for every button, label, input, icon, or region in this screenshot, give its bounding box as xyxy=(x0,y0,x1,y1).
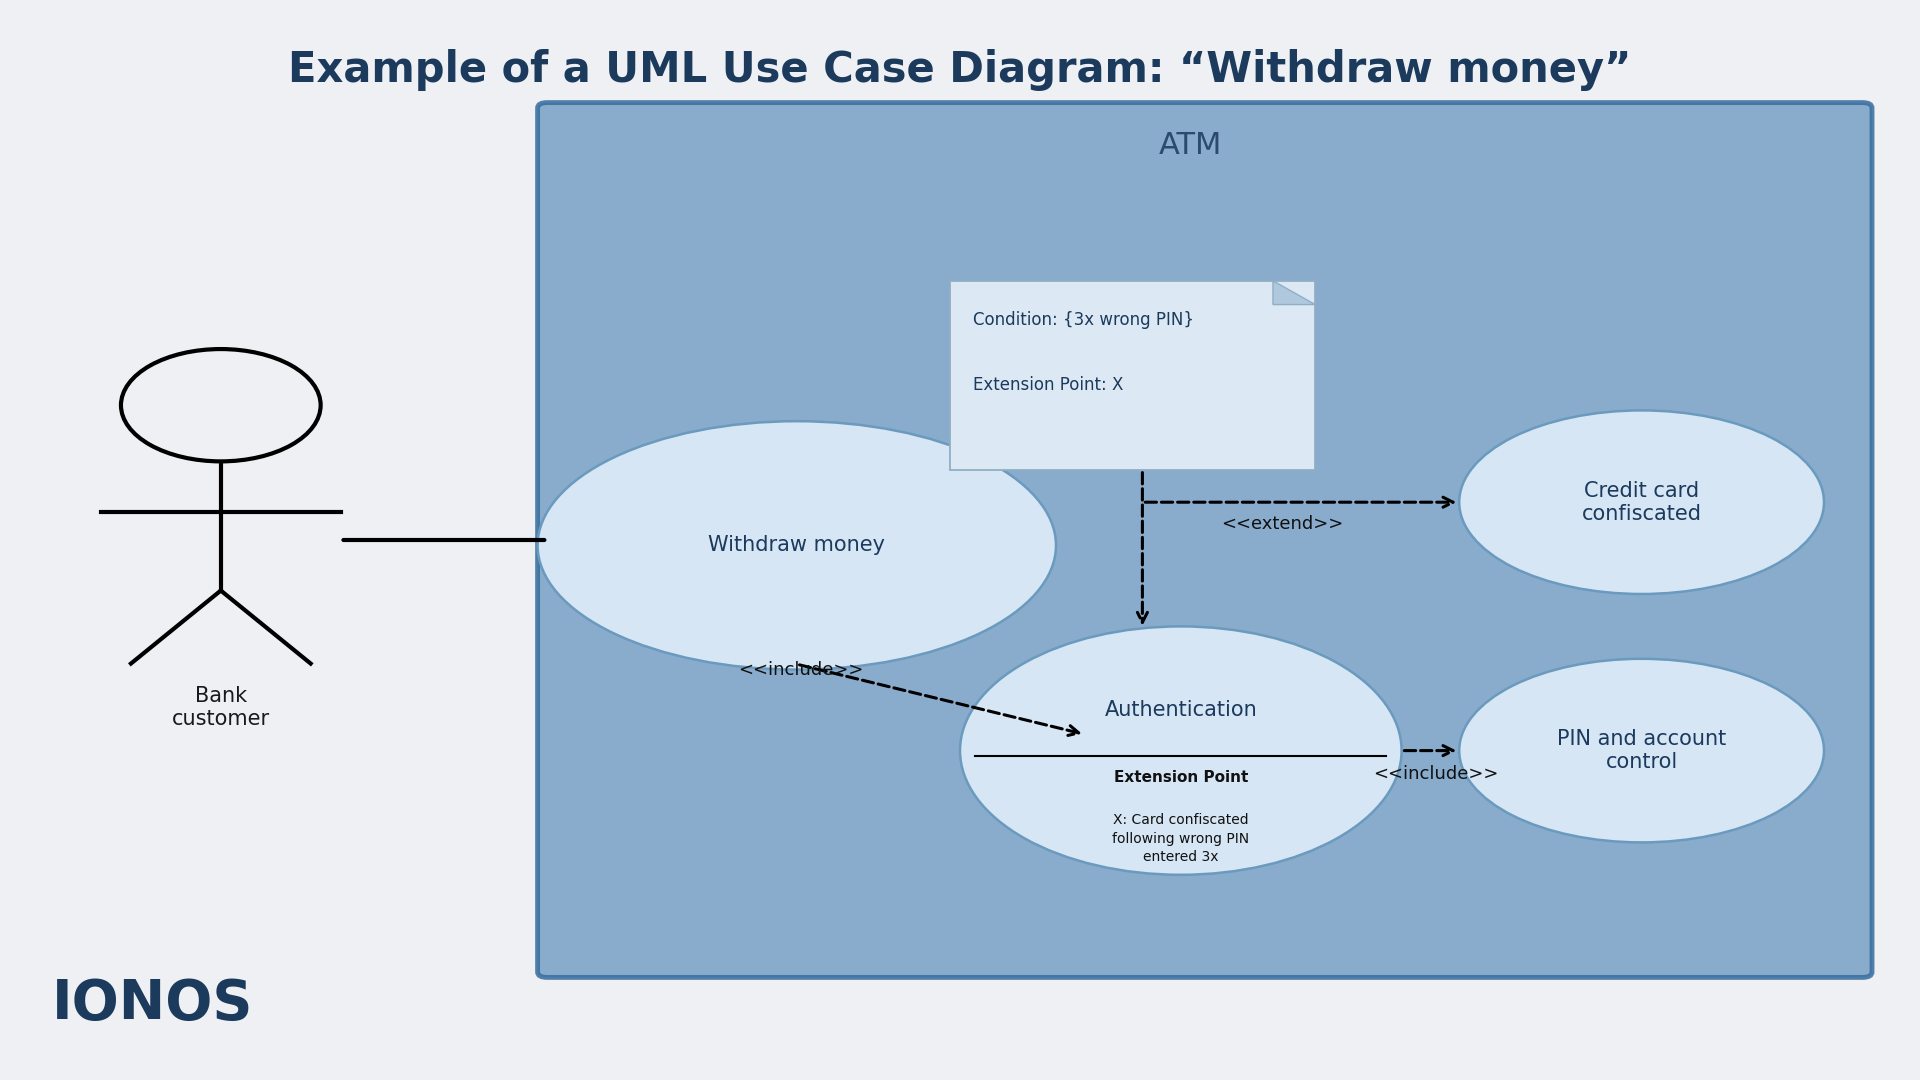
Text: Withdraw money: Withdraw money xyxy=(708,536,885,555)
Text: Condition: {3x wrong PIN}: Condition: {3x wrong PIN} xyxy=(973,311,1194,329)
Text: Credit card
confiscated: Credit card confiscated xyxy=(1582,481,1701,524)
Ellipse shape xyxy=(960,626,1402,875)
Text: Extension Point: Extension Point xyxy=(1114,770,1248,785)
Text: Extension Point: X: Extension Point: X xyxy=(973,376,1123,394)
Text: IONOS: IONOS xyxy=(52,977,253,1031)
Text: <<include>>: <<include>> xyxy=(739,661,864,678)
Text: PIN and account
control: PIN and account control xyxy=(1557,729,1726,772)
Text: Authentication: Authentication xyxy=(1104,700,1258,719)
Text: ATM: ATM xyxy=(1158,132,1223,160)
FancyBboxPatch shape xyxy=(950,281,1315,470)
Ellipse shape xyxy=(538,421,1056,670)
FancyBboxPatch shape xyxy=(538,103,1872,977)
Text: Bank
customer: Bank customer xyxy=(171,686,271,729)
Ellipse shape xyxy=(1459,410,1824,594)
Text: Example of a UML Use Case Diagram: “Withdraw money”: Example of a UML Use Case Diagram: “With… xyxy=(288,50,1632,91)
Ellipse shape xyxy=(1459,659,1824,842)
Text: X: Card confiscated
following wrong PIN
entered 3x: X: Card confiscated following wrong PIN … xyxy=(1112,813,1250,864)
Text: <<include>>: <<include>> xyxy=(1373,766,1500,783)
Polygon shape xyxy=(1273,281,1315,305)
Text: <<extend>>: <<extend>> xyxy=(1221,515,1344,532)
